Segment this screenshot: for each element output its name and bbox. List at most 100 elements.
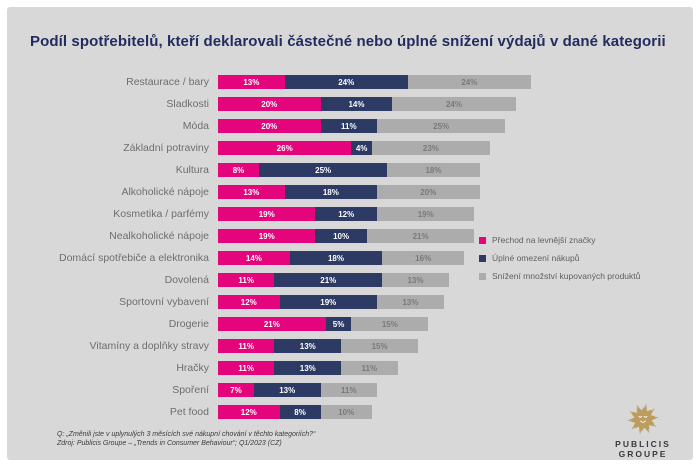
- chart-row: Kosmetika / parfémy 19% 12% 19%: [7, 203, 693, 225]
- bar-segment: 25%: [377, 119, 506, 133]
- bar-stack: 8% 25% 18%: [218, 163, 480, 177]
- bar-value-label: 19%: [417, 209, 434, 219]
- bar-value-label: 14%: [348, 99, 365, 109]
- chart-row: Spoření 7% 13% 11%: [7, 379, 693, 401]
- chart-row: Sportovní vybavení 12% 19% 13%: [7, 291, 693, 313]
- chart-title: Podíl spotřebitelů, kteří deklarovali čá…: [30, 33, 666, 50]
- bar-value-label: 25%: [433, 121, 450, 131]
- legend-swatch: [479, 254, 486, 262]
- chart-row: Vitamíny a doplňky stravy 11% 13% 15%: [7, 335, 693, 357]
- category-label: Móda: [182, 120, 209, 132]
- footer-notes: Q: „Změnili jste v uplynulých 3 měsících…: [57, 430, 315, 448]
- bar-value-label: 21%: [320, 275, 337, 285]
- bar-segment: 5%: [325, 317, 352, 331]
- bar-value-label: 11%: [341, 385, 357, 395]
- legend-item: Snížení množství kupovaných produktů: [479, 267, 640, 285]
- bar-segment: 15%: [341, 339, 419, 353]
- bar-value-label: 13%: [402, 297, 419, 307]
- chart-row: Domácí spotřebiče a elektronika 14% 18% 16%: [7, 247, 693, 269]
- bar-segment: 20%: [218, 97, 321, 111]
- bar-value-label: 20%: [261, 121, 278, 131]
- chart-rows: Restaurace / bary 13% 24% 24% Sladkosti 20% 14…: [7, 71, 693, 423]
- bar-stack: 21% 5% 15%: [218, 317, 429, 331]
- bar-segment: 11%: [320, 119, 378, 133]
- bar-stack: 11% 21% 13%: [218, 273, 449, 287]
- bar-value-label: 10%: [338, 407, 355, 417]
- bar-stack: 20% 14% 24%: [218, 97, 516, 111]
- bar-segment: 18%: [289, 251, 383, 265]
- bar-value-label: 12%: [240, 407, 257, 417]
- legend-label: Snížení množství kupovaných produktů: [492, 271, 641, 281]
- bar-stack: 19% 12% 19%: [218, 207, 475, 221]
- chart-row: Sladkosti 20% 14% 24%: [7, 93, 693, 115]
- bar-value-label: 16%: [415, 253, 432, 263]
- bar-segment: 11%: [320, 383, 378, 397]
- logo-text-line2: GROUPE: [618, 449, 668, 459]
- bar-segment: 18%: [387, 163, 480, 177]
- bar-value-label: 13%: [243, 187, 260, 197]
- category-label: Hračky: [176, 362, 209, 374]
- bar-value-label: 18%: [425, 165, 442, 175]
- bar-segment: 25%: [259, 163, 388, 177]
- bar-value-label: 13%: [407, 275, 424, 285]
- category-label: Nealkoholické nápoje: [109, 230, 209, 242]
- bar-value-label: 19%: [258, 231, 275, 241]
- bar-value-label: 4%: [355, 143, 368, 153]
- bar-stack: 13% 18% 20%: [218, 185, 480, 199]
- bar-segment: 8%: [279, 405, 321, 419]
- legend-swatch: [479, 272, 486, 280]
- bar-stack: 20% 11% 25%: [218, 119, 506, 133]
- bar-value-label: 13%: [243, 77, 260, 87]
- lion-icon: [627, 403, 659, 435]
- bar-stack: 26% 4% 23%: [218, 141, 490, 155]
- bar-segment: 13%: [218, 75, 285, 89]
- category-label: Domácí spotřebiče a elektronika: [59, 252, 209, 264]
- bar-segment: 21%: [366, 229, 475, 243]
- category-label: Kosmetika / parfémy: [113, 208, 209, 220]
- bar-segment: 24%: [407, 75, 531, 89]
- chart-row: Nealkoholické nápoje 19% 10% 21%: [7, 225, 693, 247]
- bar-value-label: 26%: [276, 143, 293, 153]
- bar-value-label: 11%: [238, 275, 254, 285]
- bar-segment: 13%: [218, 185, 285, 199]
- bar-segment: 19%: [218, 229, 316, 243]
- bar-value-label: 13%: [299, 363, 316, 373]
- bar-value-label: 8%: [294, 407, 306, 417]
- bar-segment: 15%: [351, 317, 429, 331]
- category-label: Restaurace / bary: [126, 76, 209, 88]
- bar-segment: 19%: [279, 295, 378, 309]
- bar-value-label: 15%: [371, 341, 388, 351]
- category-label: Kultura: [175, 164, 209, 176]
- category-label: Vitamíny a doplňky stravy: [89, 340, 209, 352]
- chart-row: Pet food 12% 8% 10%: [7, 401, 693, 423]
- bar-value-label: 20%: [261, 99, 278, 109]
- bar-value-label: 11%: [238, 341, 254, 351]
- bar-value-label: 25%: [315, 165, 332, 175]
- bar-segment: 13%: [253, 383, 321, 397]
- bar-value-label: 19%: [320, 297, 337, 307]
- bar-value-label: 18%: [322, 187, 339, 197]
- category-label: Drogerie: [168, 318, 209, 330]
- bar-value-label: 7%: [230, 385, 242, 395]
- bar-segment: 20%: [218, 119, 321, 133]
- chart-row: Kultura 8% 25% 18%: [7, 159, 693, 181]
- slide-background: Podíl spotřebitelů, kteří deklarovali čá…: [7, 7, 693, 460]
- legend-label: Přechod na levnější značky: [492, 235, 596, 245]
- publicis-groupe-logo: PUBLICIS GROUPE: [607, 402, 679, 459]
- bar-value-label: 11%: [341, 121, 357, 131]
- bar-segment: 20%: [377, 185, 480, 199]
- bar-value-label: 21%: [263, 319, 280, 329]
- bar-stack: 12% 8% 10%: [218, 405, 372, 419]
- bar-segment: 26%: [218, 141, 352, 155]
- bar-value-label: 18%: [327, 253, 344, 263]
- bar-segment: 14%: [218, 251, 290, 265]
- bar-stack: 12% 19% 13%: [218, 295, 444, 309]
- bar-segment: 12%: [218, 295, 280, 309]
- bar-segment: 13%: [274, 339, 342, 353]
- bar-value-label: 5%: [332, 319, 345, 329]
- bar-segment: 23%: [371, 141, 490, 155]
- bar-segment: 13%: [274, 361, 342, 375]
- bar-stack: 11% 13% 15%: [218, 339, 419, 353]
- bar-value-label: 13%: [299, 341, 316, 351]
- bar-segment: 13%: [377, 295, 444, 309]
